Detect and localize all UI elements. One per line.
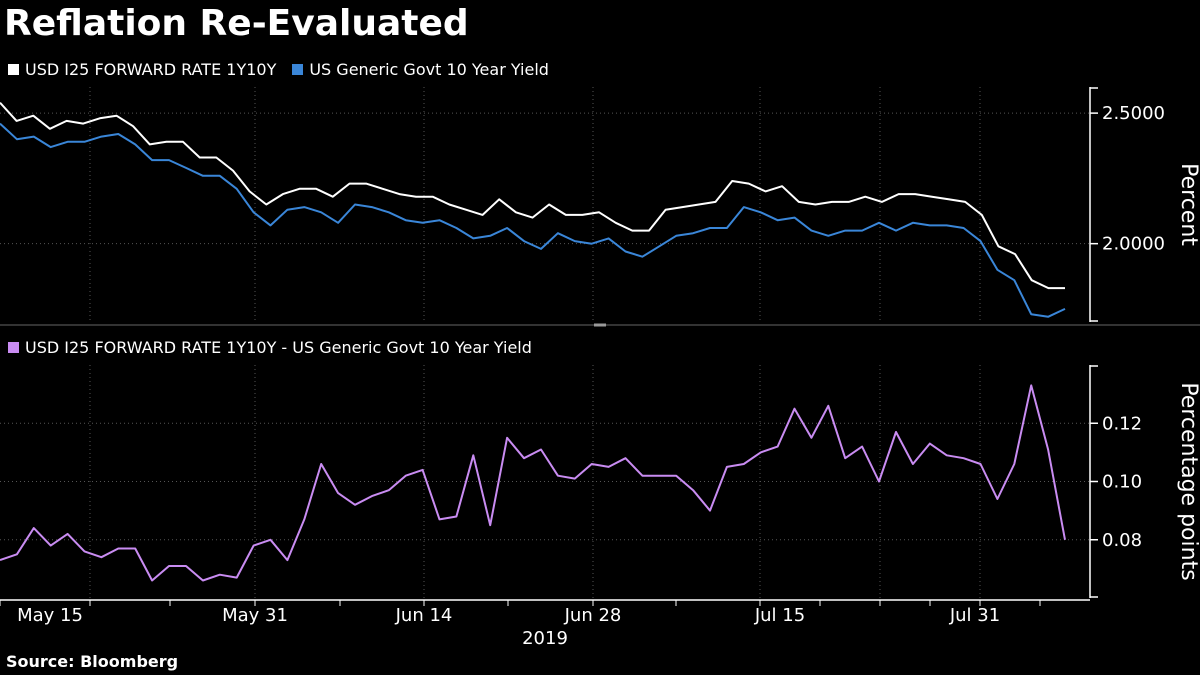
legend-label-spread: USD I25 FORWARD RATE 1Y10Y - US Generic … [25, 338, 532, 357]
y-tick-label: 0.10 [1102, 472, 1142, 493]
y-tick-label: 2.5000 [1102, 103, 1165, 124]
legend-label-forward-rate: USD I25 FORWARD RATE 1Y10Y [25, 60, 277, 79]
legend-bottom: USD I25 FORWARD RATE 1Y10Y - US Generic … [8, 338, 542, 357]
y-tick-label: 0.12 [1102, 413, 1142, 434]
x-tick-label: May 31 [222, 605, 288, 626]
legend-item-forward-rate: USD I25 FORWARD RATE 1Y10Y [8, 60, 276, 79]
legend-swatch-yield [292, 64, 304, 75]
legend-swatch-forward-rate [8, 64, 19, 75]
legend-label-yield: US Generic Govt 10 Year Yield [309, 60, 549, 79]
legend-top: USD I25 FORWARD RATE 1Y10Y US Generic Go… [8, 60, 559, 79]
x-axis-year: 2019 [522, 628, 568, 649]
legend-swatch-spread [8, 342, 19, 353]
y-axis-title-top: Percent [1176, 163, 1200, 246]
x-tick-label: May 15 [17, 605, 83, 626]
source-note: Source: Bloomberg [6, 652, 179, 671]
legend-item-yield: US Generic Govt 10 Year Yield [292, 60, 549, 79]
y-tick-label: 0.08 [1102, 530, 1142, 551]
x-tick-label: Jun 28 [564, 605, 622, 626]
x-tick-label: Jul 31 [949, 605, 1000, 626]
series-line-0-0 [0, 102, 1065, 290]
y-axis-title-bottom: Percentage points [1176, 382, 1200, 580]
series-line-1-0 [0, 384, 1066, 582]
series-line-0-1 [0, 122, 1066, 318]
legend-item-spread: USD I25 FORWARD RATE 1Y10Y - US Generic … [8, 338, 532, 357]
x-tick-label: Jun 14 [395, 605, 453, 626]
x-tick-label: Jul 15 [754, 605, 805, 626]
y-tick-label: 2.0000 [1102, 234, 1165, 255]
chart-title: Reflation Re-Evaluated [4, 3, 469, 44]
